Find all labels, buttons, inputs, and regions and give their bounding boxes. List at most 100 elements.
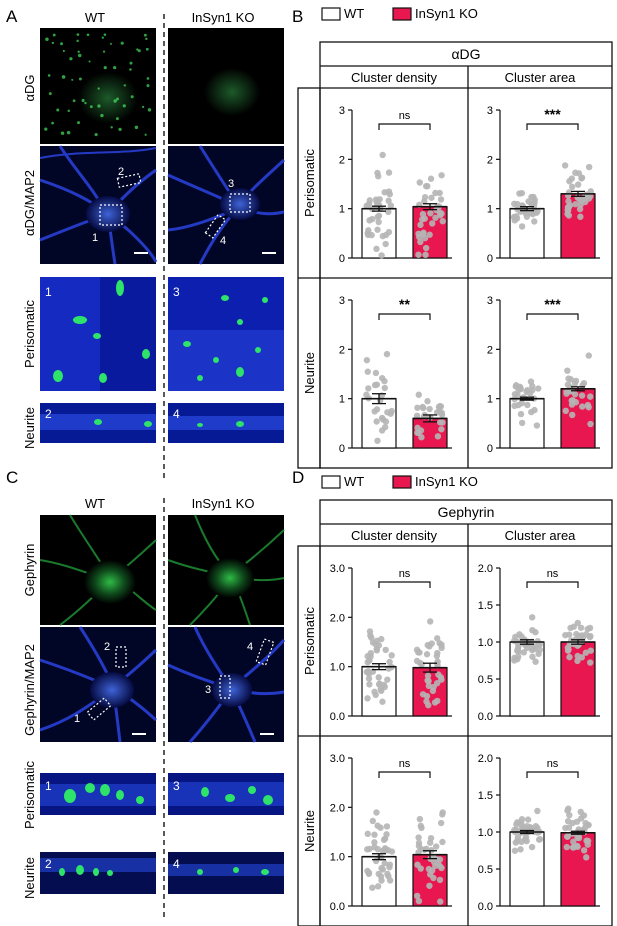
puncta (48, 92, 52, 96)
data-point (519, 202, 526, 209)
table-frame (297, 499, 613, 926)
significance-label: ns (547, 568, 559, 580)
data-point (434, 635, 441, 642)
data-point (374, 437, 381, 444)
puncta (72, 99, 76, 103)
data-point (419, 404, 427, 412)
data-point (568, 397, 575, 404)
zoom-neurite-ko-c: 4 (168, 852, 284, 894)
puncta (130, 95, 134, 99)
data-point (419, 691, 427, 698)
data-point (426, 231, 433, 238)
data-point (427, 618, 434, 625)
data-point (584, 625, 591, 633)
data-point (517, 846, 524, 853)
data-point (428, 194, 435, 201)
data-point (438, 210, 445, 217)
data-point (439, 218, 446, 225)
data-point (583, 854, 590, 861)
data-point (569, 819, 576, 827)
data-point (518, 223, 526, 230)
significance-label: ns (399, 758, 411, 770)
roi-label-2c: 2 (104, 641, 110, 653)
puncta (137, 49, 141, 53)
zoom-perisomatic-ko-c: 3 (168, 773, 284, 815)
roi-label-1c-zoom: 1 (45, 779, 52, 793)
data-point (385, 228, 393, 236)
puncta (60, 42, 64, 46)
data-point (422, 251, 429, 259)
data-point (435, 671, 442, 678)
data-point (438, 644, 445, 652)
data-point (511, 217, 518, 224)
puncta (62, 49, 65, 53)
legend-swatch-ko (392, 475, 412, 489)
data-point (381, 860, 388, 867)
puncta (134, 125, 139, 130)
chart-B-neurite-area: 0 1 2 3 *** (487, 295, 600, 455)
data-point (374, 845, 382, 853)
roi-label-1a: 1 (92, 232, 98, 244)
row-label-perisomatic-c: Perisomatic (22, 761, 37, 829)
significance-bracket (526, 771, 579, 778)
data-point (364, 368, 371, 375)
micrograph-gephyrin-ko (167, 514, 285, 626)
data-point (425, 677, 432, 685)
puncta (84, 101, 87, 105)
data-point (416, 815, 424, 823)
data-point (576, 195, 583, 203)
table-title: αDG (451, 46, 480, 62)
data-point (433, 679, 441, 687)
data-point (434, 433, 442, 440)
row-label-adg-map2: αDG/MAP2 (22, 170, 37, 236)
puncta (101, 36, 104, 39)
data-point (379, 416, 387, 423)
significance-bracket (526, 581, 579, 588)
data-point (365, 675, 373, 682)
data-point (579, 382, 586, 389)
data-point (578, 392, 586, 399)
chart-B-peri-area: 0 1 2 3 *** (487, 105, 600, 265)
data-point (438, 676, 445, 683)
data-point (424, 672, 432, 679)
data-point (573, 630, 580, 638)
roi-label-3a-zoom: 3 (173, 285, 180, 299)
micrograph-adg-ko (168, 28, 284, 144)
puncta (60, 131, 65, 135)
data-point (415, 834, 422, 841)
data-point (382, 646, 389, 654)
puncta (45, 37, 49, 41)
data-point (566, 653, 573, 661)
y-tick-label: 0.0 (330, 901, 345, 913)
data-point (426, 882, 433, 889)
y-tick-label: 2 (487, 154, 493, 166)
data-point (384, 676, 391, 683)
data-point (529, 653, 536, 660)
data-point (385, 169, 393, 176)
data-point (381, 846, 388, 853)
panel-letter-c: C (6, 468, 18, 487)
data-point (525, 198, 532, 205)
y-tick-label: 3 (487, 105, 493, 117)
data-point (565, 189, 573, 196)
data-point (574, 181, 582, 188)
data-point (578, 632, 585, 639)
data-point (384, 409, 391, 416)
y-tick-label: 1.0 (330, 852, 345, 864)
data-point (432, 862, 439, 870)
y-tick-label: 2.0 (478, 753, 493, 765)
puncta (145, 37, 148, 41)
data-point (365, 870, 373, 878)
data-point (415, 842, 423, 850)
data-point (512, 839, 519, 846)
data-point (366, 681, 373, 688)
puncta (67, 109, 70, 113)
data-point (582, 198, 589, 206)
puncta (116, 97, 119, 101)
data-point (511, 402, 518, 410)
puncta (89, 105, 93, 109)
significance-label: *** (544, 296, 561, 312)
data-point (527, 378, 535, 385)
data-point (364, 659, 371, 666)
data-point (439, 838, 446, 846)
